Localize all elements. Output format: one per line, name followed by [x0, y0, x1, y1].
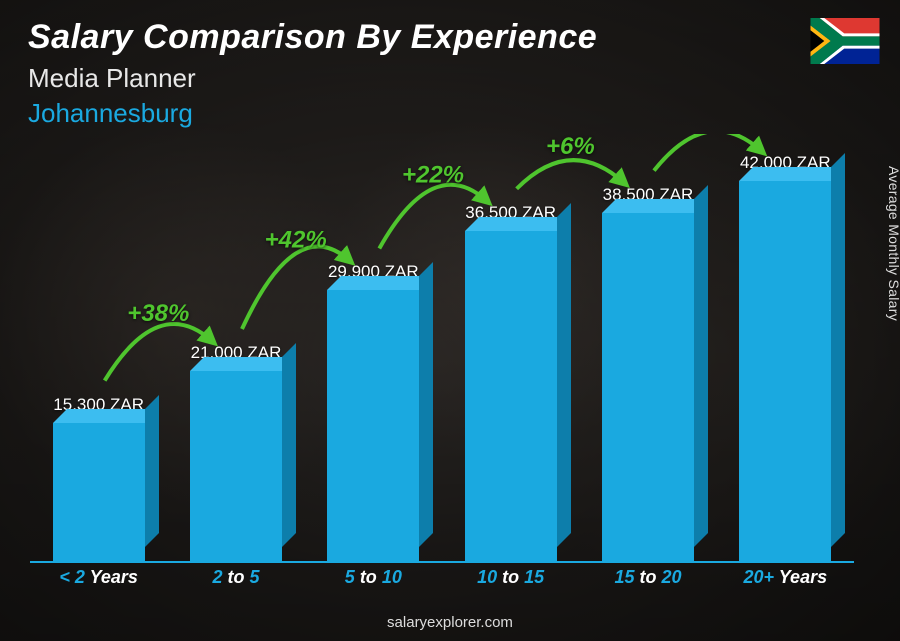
- bar-slot: 36,500 ZAR: [442, 134, 579, 561]
- bars-group: 15,300 ZAR21,000 ZAR29,900 ZAR36,500 ZAR…: [30, 134, 854, 561]
- bar: [190, 371, 282, 561]
- category-label: 15 to 20: [579, 567, 716, 597]
- bar-slot: 21,000 ZAR: [167, 134, 304, 561]
- chart-title: Salary Comparison By Experience: [28, 18, 597, 57]
- category-label: 20+ Years: [717, 567, 854, 597]
- chart-subtitle: Media Planner: [28, 63, 597, 94]
- footer-credit: salaryexplorer.com: [0, 614, 900, 631]
- bar-slot: 29,900 ZAR: [305, 134, 442, 561]
- header-block: Salary Comparison By Experience Media Pl…: [28, 18, 597, 129]
- chart-location: Johannesburg: [28, 98, 597, 129]
- bar-slot: 15,300 ZAR: [30, 134, 167, 561]
- category-labels: < 2 Years2 to 55 to 1010 to 1515 to 2020…: [30, 567, 854, 597]
- x-axis-line: [30, 561, 854, 563]
- flag-icon: [810, 18, 880, 64]
- y-axis-label: Average Monthly Salary: [886, 166, 900, 321]
- bar-slot: 38,500 ZAR: [579, 134, 716, 561]
- bar: [327, 290, 419, 561]
- category-label: 10 to 15: [442, 567, 579, 597]
- chart-container: Salary Comparison By Experience Media Pl…: [0, 0, 900, 641]
- bar: [465, 231, 557, 561]
- bar-slot: 42,000 ZAR: [717, 134, 854, 561]
- category-label: 2 to 5: [167, 567, 304, 597]
- bar: [602, 213, 694, 561]
- bar: [53, 423, 145, 561]
- bar: [739, 181, 831, 561]
- category-label: 5 to 10: [305, 567, 442, 597]
- category-label: < 2 Years: [30, 567, 167, 597]
- bar-chart: 15,300 ZAR21,000 ZAR29,900 ZAR36,500 ZAR…: [30, 134, 854, 597]
